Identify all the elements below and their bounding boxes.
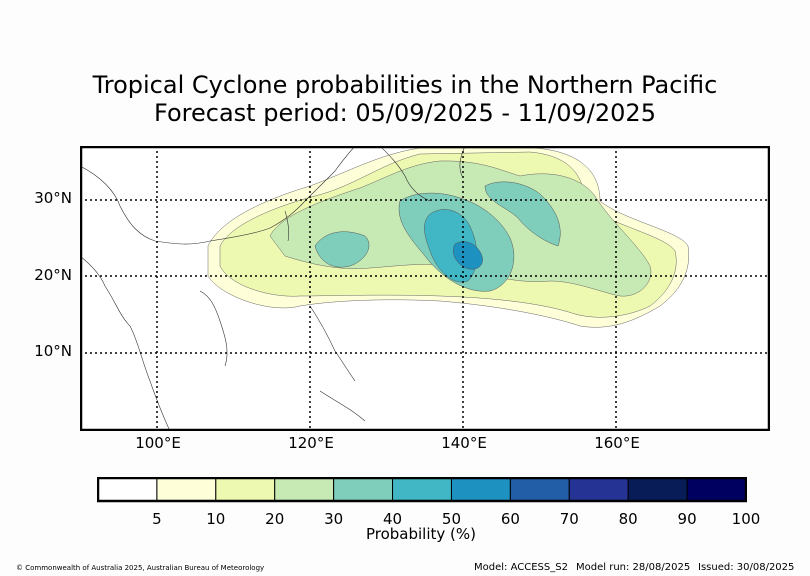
issued-date: Issued: 30/08/2025	[698, 562, 795, 573]
map-frame	[80, 146, 770, 431]
lon-label-160e: 160°E	[594, 434, 640, 452]
lat-label-30n: 30°N	[34, 189, 72, 207]
colorbar-tick-label: 60	[500, 510, 520, 528]
colorbar-swatch	[686, 477, 747, 502]
model-name: Model: ACCESS_S2	[474, 562, 568, 573]
colorbar-swatch	[392, 477, 452, 502]
colorbar-swatch	[333, 477, 394, 502]
colorbar-swatch	[156, 477, 217, 502]
colorbar-tick-label: 100	[731, 510, 761, 528]
coastlines	[80, 146, 466, 431]
colorbar-tick-label: 10	[206, 510, 226, 528]
colorbar-tick-label: 90	[677, 510, 697, 528]
colorbar	[97, 477, 747, 503]
lon-label-140e: 140°E	[441, 434, 487, 452]
lat-label-10n: 10°N	[34, 342, 72, 360]
lon-label-100e: 100°E	[135, 434, 181, 452]
contour-50	[452, 241, 483, 270]
copyright-notice: © Commonwealth of Australia 2025, Austra…	[16, 564, 265, 572]
colorbar-label: Probability (%)	[365, 525, 477, 543]
colorbar-tick-label: 20	[265, 510, 285, 528]
forecast-period: Forecast period: 05/09/2025 - 11/09/2025	[154, 99, 656, 127]
colorbar-swatch	[97, 477, 158, 502]
colorbar-tick-label: 50	[441, 510, 461, 528]
colorbar-swatch	[568, 477, 629, 502]
colorbar-tick-label: 30	[324, 510, 344, 528]
colorbar-swatch	[450, 477, 511, 502]
lat-label-20n: 20°N	[34, 266, 72, 284]
colorbar-tick-label: 5	[152, 510, 162, 528]
lon-label-120e: 120°E	[288, 434, 334, 452]
colorbar-tick-label: 40	[382, 510, 403, 528]
colorbar-tick-label: 80	[618, 510, 638, 528]
colorbar-frame	[97, 477, 747, 503]
colorbar-tick-label: 70	[559, 510, 579, 528]
colorbar-swatch	[627, 477, 688, 502]
graticule	[80, 146, 770, 431]
probability-map	[80, 146, 770, 431]
model-run-date: Model run: 28/08/2025	[576, 562, 691, 573]
map-title: Tropical Cyclone probabilities in the No…	[92, 71, 718, 99]
colorbar-swatch	[274, 477, 335, 502]
colorbar-swatch	[509, 477, 570, 502]
colorbar-swatch	[215, 477, 276, 502]
